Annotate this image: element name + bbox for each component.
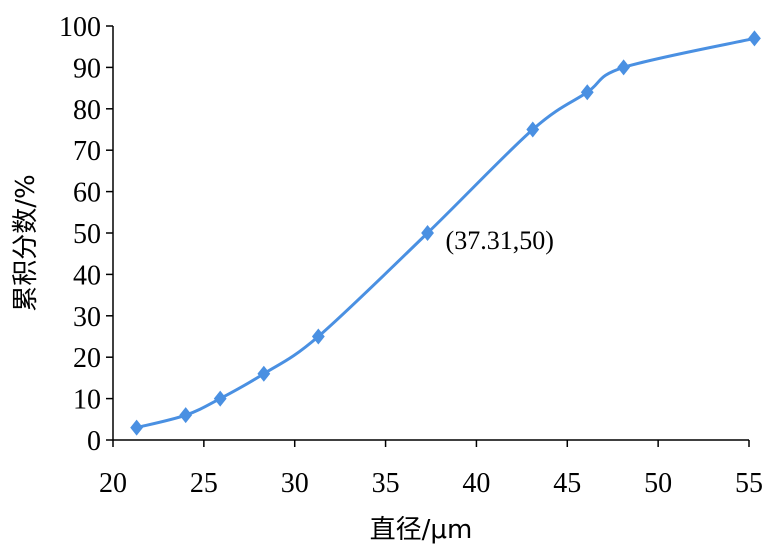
- x-axis-title: 直径/μm: [370, 515, 473, 545]
- data-point-marker: [526, 121, 540, 138]
- x-tick-label: 45: [553, 468, 581, 499]
- annotations: (37.31,50): [446, 226, 554, 255]
- data-point-marker: [617, 59, 631, 76]
- y-tick-label: 30: [73, 302, 101, 333]
- data-point-marker: [311, 328, 325, 345]
- y-tick-label: 40: [73, 260, 101, 291]
- x-tick-label: 55: [735, 468, 763, 499]
- data-point-marker: [421, 225, 434, 241]
- series: [130, 30, 761, 436]
- axes: [106, 25, 750, 447]
- x-tick-label: 50: [644, 468, 672, 499]
- data-point-marker: [748, 30, 761, 47]
- y-tick-label: 60: [73, 178, 101, 209]
- y-tick-label: 100: [59, 12, 101, 43]
- y-tick-label: 10: [73, 385, 101, 416]
- tick-labels: 0 10 20 30 40 50 60 70 80 90 100 20 25 30 35 40 45 50 55: [59, 12, 763, 499]
- x-tick-label: 40: [462, 468, 490, 499]
- y-tick-label: 20: [73, 343, 101, 374]
- y-tick-label: 0: [87, 426, 101, 457]
- y-tick-label: 90: [73, 53, 101, 84]
- point-annotation: (37.31,50): [446, 226, 554, 255]
- x-tick-label: 25: [190, 468, 218, 499]
- data-point-marker: [179, 407, 193, 424]
- x-tick-label: 20: [99, 468, 127, 499]
- x-tick-label: 30: [281, 468, 309, 499]
- data-point-marker: [257, 365, 271, 382]
- series-line: [135, 36, 756, 430]
- y-tick-label: 80: [73, 95, 101, 126]
- y-tick-label: 50: [73, 219, 101, 250]
- data-point-marker: [580, 84, 594, 101]
- y-tick-label: 70: [73, 136, 101, 167]
- data-point-marker: [130, 419, 144, 436]
- data-point-marker: [213, 390, 227, 407]
- y-axis-title: 累积分数/%: [11, 174, 41, 311]
- x-tick-label: 35: [372, 468, 400, 499]
